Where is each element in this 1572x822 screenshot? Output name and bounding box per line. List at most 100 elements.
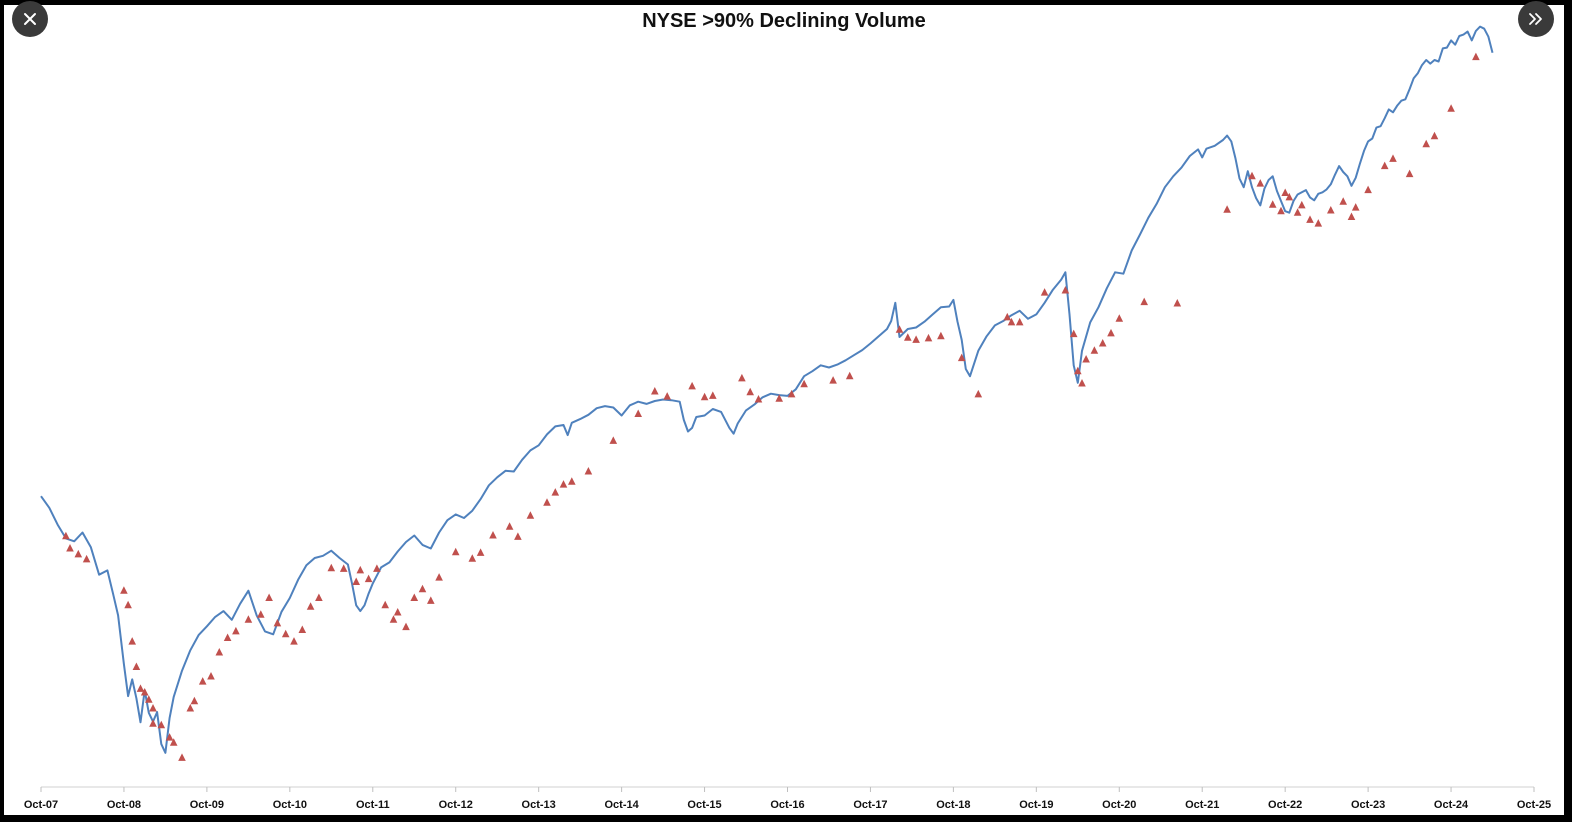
- decline-marker: [1430, 131, 1439, 140]
- close-icon: [24, 13, 36, 25]
- decline-marker: [389, 615, 398, 623]
- decline-marker: [149, 719, 157, 727]
- decline-marker: [775, 394, 783, 402]
- decline-marker: [526, 511, 535, 519]
- decline-marker: [1082, 355, 1090, 363]
- x-tick-label: Oct-18: [936, 799, 970, 811]
- decline-marker: [1173, 299, 1182, 307]
- x-tick-label: Oct-08: [107, 799, 141, 811]
- decline-marker: [688, 381, 696, 390]
- chart-panel: NYSE >90% Declining Volume Oct-07 Oct-08 O…: [4, 5, 1564, 815]
- decline-marker: [468, 554, 477, 562]
- decline-marker: [1015, 317, 1024, 326]
- decline-marker: [140, 688, 149, 696]
- decline-marker: [364, 574, 373, 583]
- expand-button[interactable]: [1518, 1, 1554, 37]
- decline-marker: [1069, 329, 1078, 338]
- decline-marker: [1040, 288, 1049, 296]
- decline-marker: [393, 608, 402, 616]
- decline-marker: [1098, 339, 1107, 347]
- decline-marker: [1074, 366, 1082, 375]
- decline-marker: [1380, 161, 1389, 170]
- decline-marker: [136, 684, 145, 692]
- decline-marker: [829, 376, 837, 384]
- decline-marker: [124, 600, 132, 609]
- decline-marker: [373, 564, 381, 572]
- x-tick-label: Oct-16: [770, 799, 804, 811]
- decline-marker: [215, 648, 224, 656]
- decline-marker: [845, 371, 854, 380]
- x-tick-label: Oct-17: [853, 799, 887, 811]
- decline-marker: [265, 593, 273, 601]
- decline-marker: [410, 593, 419, 601]
- decline-marker: [559, 480, 568, 488]
- decline-marker: [145, 695, 153, 703]
- decline-marker: [223, 633, 232, 641]
- decline-marker: [1140, 297, 1148, 306]
- decline-marker: [281, 629, 290, 638]
- decline-marker: [381, 600, 389, 609]
- x-tick-label: Oct-09: [190, 799, 224, 811]
- decline-marker: [418, 584, 427, 593]
- decline-marker: [584, 467, 593, 475]
- x-tick-label: Oct-20: [1102, 799, 1136, 811]
- decline-marker: [451, 547, 460, 556]
- decline-marker: [1298, 200, 1306, 209]
- x-tick-label: Oct-13: [522, 799, 556, 811]
- decline-marker: [974, 389, 983, 398]
- x-tick-label: Oct-23: [1351, 799, 1385, 811]
- decline-marker: [800, 379, 808, 388]
- decline-marker: [476, 548, 485, 556]
- decline-marker: [1256, 179, 1265, 187]
- decline-marker: [937, 331, 945, 340]
- decline-marker: [232, 626, 240, 635]
- decline-marker: [489, 531, 497, 539]
- decline-marker: [402, 622, 410, 631]
- decline-marker: [514, 532, 522, 540]
- decline-marker: [244, 615, 253, 623]
- decline-marker: [352, 577, 360, 585]
- decline-marker: [551, 488, 560, 496]
- decline-marker: [1351, 203, 1360, 211]
- decline-marker: [1248, 171, 1256, 180]
- decline-marker: [298, 625, 307, 633]
- decline-marker: [435, 573, 443, 581]
- decline-marker: [1339, 197, 1347, 205]
- double-chevron-right-icon: [1529, 13, 1542, 25]
- x-tick-label: Oct-24: [1434, 799, 1469, 811]
- decline-marker: [1003, 312, 1012, 321]
- decline-marker: [787, 389, 796, 398]
- x-tick-label: Oct-22: [1268, 799, 1302, 811]
- chart-title: NYSE >90% Declining Volume: [642, 10, 926, 32]
- decline-marker: [609, 436, 618, 444]
- decline-marker: [1405, 169, 1414, 178]
- decline-marker: [165, 733, 174, 741]
- decline-marker: [1268, 200, 1277, 208]
- decline-marker: [904, 333, 912, 341]
- decline-marker: [66, 544, 74, 552]
- decline-marker: [1223, 205, 1231, 213]
- decline-marker: [306, 602, 315, 610]
- decline-marker: [1007, 317, 1016, 326]
- decline-marker: [957, 353, 966, 362]
- decline-marker: [543, 498, 551, 506]
- decline-marker: [1327, 206, 1335, 214]
- decline-marker: [1061, 286, 1070, 294]
- decline-marker: [1472, 52, 1480, 61]
- decline-marker: [157, 720, 166, 729]
- decline-marker: [1115, 314, 1124, 322]
- decline-marker: [895, 325, 904, 333]
- x-tick-label: Oct-25: [1517, 799, 1551, 811]
- decline-marker: [738, 373, 746, 382]
- decline-marker: [1364, 185, 1372, 194]
- line-chart: Oct-07 Oct-08 Oct-09 Oct-10 Oct-11 Oct-12 Oct-…: [24, 25, 1551, 811]
- decline-marker: [634, 409, 642, 417]
- decline-marker: [149, 704, 157, 712]
- decline-marker: [1306, 215, 1314, 223]
- x-tick-label: Oct-19: [1019, 799, 1053, 811]
- decline-marker: [327, 563, 336, 572]
- decline-marker: [505, 522, 514, 530]
- close-button[interactable]: [12, 1, 48, 37]
- x-tick-label: Oct-14: [604, 799, 639, 811]
- decline-marker: [1281, 188, 1289, 196]
